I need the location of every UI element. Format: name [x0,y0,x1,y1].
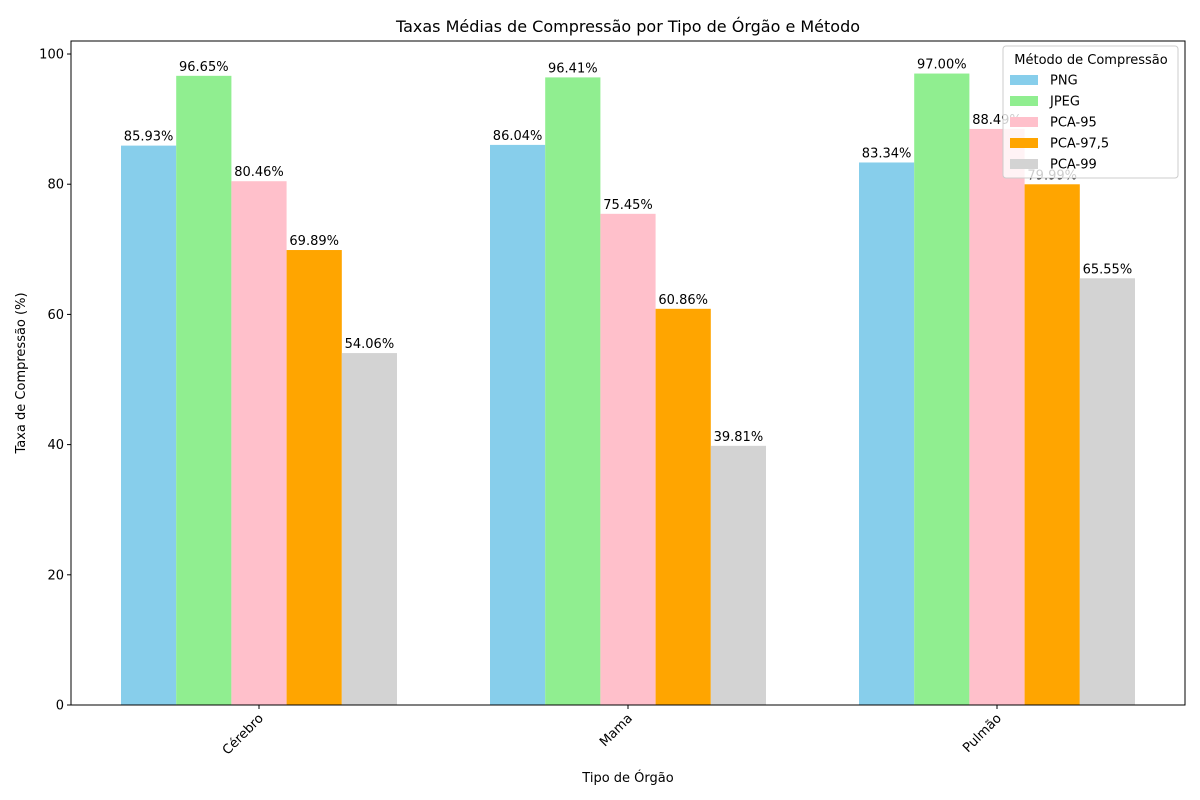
x-tick-label: Cérebro [220,711,267,758]
x-tick-label: Pulmão [960,711,1005,756]
bar-pca-97-5-2 [1024,184,1080,706]
data-label: 86.04% [493,129,543,144]
data-label: 60.86% [658,293,708,308]
bar-pca-97-5-0 [286,250,342,706]
bar-pca-95-0 [231,181,287,705]
bar-jpeg-0 [176,75,232,705]
bar-pca-99-0 [341,353,397,705]
bar-jpeg-2 [914,73,970,706]
y-tick-label: 80 [47,178,64,193]
bar-pca-95-1 [600,213,656,705]
legend-swatch [1010,75,1038,85]
legend-swatch [1010,138,1038,148]
bar-png-2 [859,162,915,705]
legend-label: PCA-95 [1050,116,1097,131]
bar-png-1 [490,144,546,705]
y-tick-label: 40 [47,438,64,453]
data-label: 54.06% [345,337,395,352]
data-label: 85.93% [124,130,174,145]
data-label: 80.46% [234,165,284,180]
legend-label: PCA-99 [1050,158,1097,173]
x-axis-label: Tipo de Órgão [581,770,673,786]
data-label: 96.65% [179,60,229,75]
data-label: 69.89% [289,234,339,249]
legend-swatch [1010,117,1038,127]
legend-title: Método de Compressão [1014,53,1168,68]
legend-label: PNG [1050,74,1078,89]
legend-swatch [1010,159,1038,169]
legend-frame [1002,45,1179,179]
legend: Método de Compressão PNG JPEG PCA-95 PCA-97… [1002,45,1179,179]
bar-jpeg-1 [545,77,601,706]
legend-label: PCA-97,5 [1050,137,1109,152]
y-tick-label: 100 [39,48,64,63]
bar-pca-97-5-1 [655,308,711,705]
y-tick-label: 20 [47,568,64,583]
chart-title: Taxas Médias de Compressão por Tipo de Ó… [395,17,860,36]
y-axis-label: Taxa de Compressão (%) [14,292,29,454]
data-label: 39.81% [714,430,764,445]
y-tick-label: 60 [47,308,64,323]
legend-swatch [1010,96,1038,106]
legend-label: JPEG [1049,95,1080,110]
bars [121,73,1135,706]
bar-png-0 [121,145,177,705]
data-label: 65.55% [1083,262,1133,277]
bar-pca-99-1 [710,445,766,705]
x-tick-label: Mama [597,711,636,750]
y-tick-label: 0 [56,699,64,714]
data-label: 75.45% [603,198,653,213]
data-label: 83.34% [862,146,912,161]
bar-pca-99-2 [1079,278,1135,705]
bar-pca-95-2 [969,128,1025,705]
data-label: 96.41% [548,61,598,76]
data-label: 97.00% [917,58,967,73]
